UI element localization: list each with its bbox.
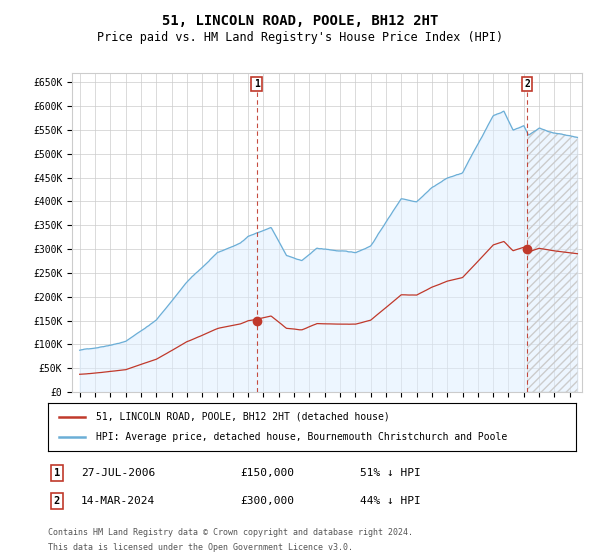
Text: 1: 1 bbox=[54, 468, 60, 478]
Text: Contains HM Land Registry data © Crown copyright and database right 2024.: Contains HM Land Registry data © Crown c… bbox=[48, 528, 413, 536]
Text: Price paid vs. HM Land Registry's House Price Index (HPI): Price paid vs. HM Land Registry's House … bbox=[97, 31, 503, 44]
Text: £300,000: £300,000 bbox=[240, 496, 294, 506]
Text: 1: 1 bbox=[254, 79, 260, 89]
Text: 2: 2 bbox=[54, 496, 60, 506]
Text: 44% ↓ HPI: 44% ↓ HPI bbox=[360, 496, 421, 506]
Text: 14-MAR-2024: 14-MAR-2024 bbox=[81, 496, 155, 506]
Text: HPI: Average price, detached house, Bournemouth Christchurch and Poole: HPI: Average price, detached house, Bour… bbox=[95, 432, 507, 442]
Text: 51, LINCOLN ROAD, POOLE, BH12 2HT: 51, LINCOLN ROAD, POOLE, BH12 2HT bbox=[162, 14, 438, 28]
Text: £150,000: £150,000 bbox=[240, 468, 294, 478]
Text: 51% ↓ HPI: 51% ↓ HPI bbox=[360, 468, 421, 478]
Text: 27-JUL-2006: 27-JUL-2006 bbox=[81, 468, 155, 478]
Text: 51, LINCOLN ROAD, POOLE, BH12 2HT (detached house): 51, LINCOLN ROAD, POOLE, BH12 2HT (detac… bbox=[95, 412, 389, 422]
Text: This data is licensed under the Open Government Licence v3.0.: This data is licensed under the Open Gov… bbox=[48, 543, 353, 552]
Text: 2: 2 bbox=[524, 79, 530, 89]
